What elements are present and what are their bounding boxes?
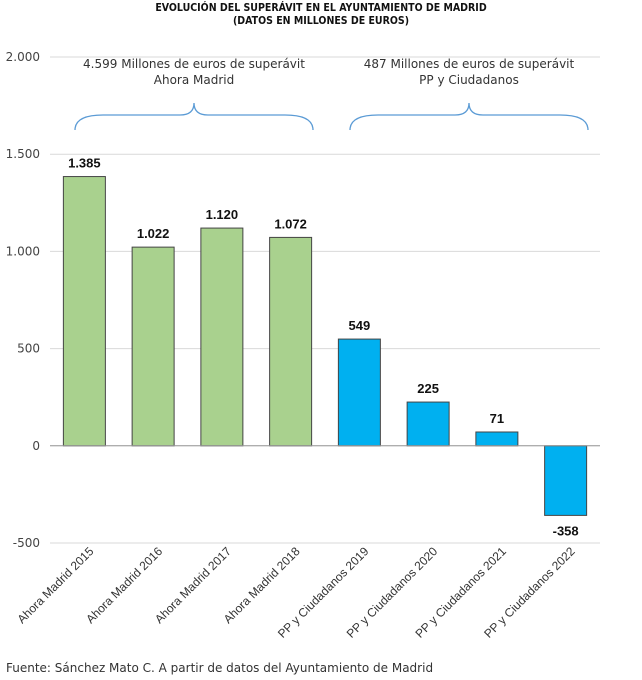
bar bbox=[544, 445, 588, 516]
bar bbox=[475, 431, 519, 447]
data-label: 1.072 bbox=[274, 216, 307, 231]
group-label-line2: PP y Ciudadanos bbox=[419, 73, 519, 87]
source-note: Fuente: Sánchez Mato C. A partir de dato… bbox=[6, 661, 434, 675]
curly-brace bbox=[74, 102, 314, 131]
group-label-line1: 4.599 Millones de euros de superávit bbox=[83, 57, 305, 71]
bar bbox=[62, 176, 106, 447]
chart-title: EVOLUCIÓN DEL SUPERÁVIT EN EL AYUNTAMIEN… bbox=[0, 2, 642, 28]
y-tick-label: 500 bbox=[17, 342, 40, 356]
data-label: 549 bbox=[349, 318, 371, 333]
bar bbox=[337, 338, 381, 447]
curly-brace bbox=[349, 102, 589, 131]
bar bbox=[269, 236, 313, 447]
bar-chart: -500 0 500 1.000 1.500 2.000 1.385 Ahora Madrid… bbox=[6, 50, 600, 641]
data-label: 1.120 bbox=[206, 207, 239, 222]
y-tick-label: 0 bbox=[32, 439, 40, 453]
group-label-line2: Ahora Madrid bbox=[154, 73, 234, 87]
chart-title-line1: EVOLUCIÓN DEL SUPERÁVIT EN EL AYUNTAMIEN… bbox=[155, 2, 487, 14]
data-label: 1.022 bbox=[137, 226, 170, 241]
data-label: 1.385 bbox=[68, 156, 101, 171]
data-label: 71 bbox=[490, 411, 504, 426]
y-tick-label: -500 bbox=[13, 536, 40, 550]
bar bbox=[406, 401, 450, 447]
group-label-line1: 487 Millones de euros de superávit bbox=[364, 57, 575, 71]
y-tick-label: 1.000 bbox=[6, 244, 40, 258]
data-label: -358 bbox=[553, 523, 579, 538]
y-tick-label: 2.000 bbox=[6, 50, 40, 64]
bar bbox=[200, 227, 244, 447]
y-tick-label: 1.500 bbox=[6, 147, 40, 161]
data-label: 225 bbox=[417, 381, 439, 396]
bar bbox=[131, 246, 175, 447]
chart-title-line2: (DATOS EN MILLONES DE EUROS) bbox=[232, 15, 410, 27]
